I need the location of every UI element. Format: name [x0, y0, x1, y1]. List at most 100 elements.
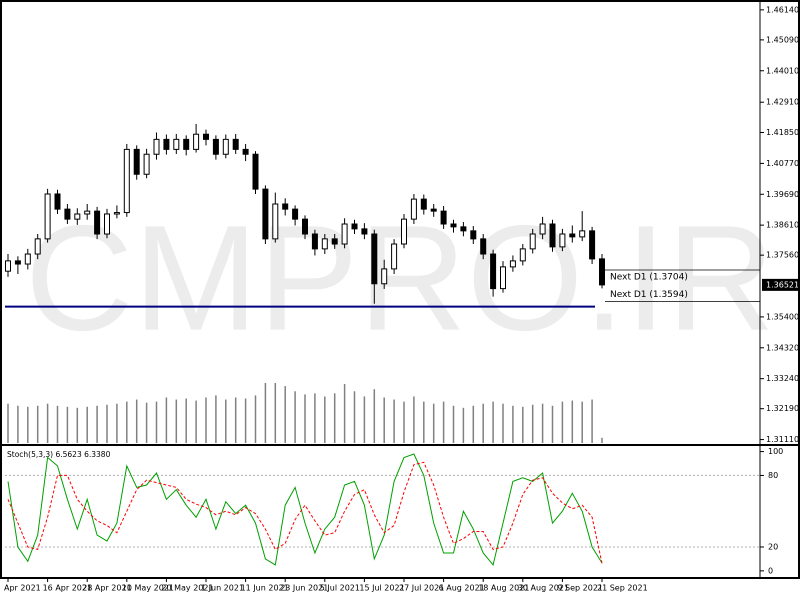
x-tick-label: 20 May 2021: [161, 584, 213, 593]
volume-bar: [561, 401, 564, 443]
y-tick-label: 0: [768, 566, 773, 575]
x-tick-label: 27 Jul 2021: [399, 584, 444, 593]
candle-body: [549, 223, 556, 248]
candle-body: [44, 193, 51, 240]
volume-bar: [314, 393, 316, 443]
candle-body: [589, 230, 596, 260]
volume-bar: [135, 399, 138, 443]
candle-body: [490, 253, 497, 290]
candle-body: [539, 223, 546, 235]
volume-bar: [86, 406, 88, 443]
volume-bar: [442, 401, 445, 443]
volume-bar: [17, 405, 19, 443]
y-tick-label: 20: [768, 542, 778, 551]
candle-body: [361, 228, 368, 235]
y-tick-label: 1.37560: [766, 251, 799, 260]
candle-body: [371, 233, 378, 285]
candle-body: [113, 212, 120, 215]
x-tick-label: 1 Jun 2021: [201, 584, 244, 593]
candle-body: [331, 238, 338, 245]
volume-bar: [413, 396, 415, 443]
candle-body: [64, 208, 71, 220]
candle-body: [519, 248, 526, 262]
volume-bar: [264, 383, 267, 443]
volume-bar: [234, 397, 237, 443]
x-tick-label: 15 Jul 2021: [359, 584, 404, 593]
volume-bar: [66, 406, 69, 443]
volume-bar: [462, 407, 465, 443]
y-tick-label: 1.46140: [766, 5, 799, 14]
candle-body: [559, 233, 566, 248]
y-tick-label: 1.35400: [766, 312, 799, 321]
y-tick-label: 1.39690: [766, 190, 799, 199]
volume-bar: [185, 398, 187, 443]
candle-body: [153, 138, 160, 155]
volume-bar: [541, 403, 544, 443]
volume-bar: [205, 397, 207, 443]
x-tick-label: 5 Jul 2021: [320, 584, 360, 593]
volume-bar: [423, 401, 425, 443]
candle-body: [54, 193, 61, 210]
candle-body: [143, 153, 150, 175]
candle-body: [351, 223, 358, 230]
candle-body: [460, 226, 467, 232]
volume-bar: [432, 403, 435, 443]
x-tick-label: 28 Apr 2021: [82, 584, 131, 593]
candle-body: [272, 203, 279, 240]
volume-bar: [551, 405, 554, 443]
volume-bar: [145, 402, 148, 443]
volume-bar: [175, 399, 178, 443]
volume-bar: [284, 386, 286, 443]
volume-bar: [353, 391, 356, 443]
volume-bar: [403, 401, 405, 443]
y-tick-label: 1.42910: [766, 98, 799, 107]
candle-body: [183, 138, 190, 150]
volume-bar: [254, 395, 257, 443]
candle-body: [34, 238, 41, 255]
candle-body: [252, 153, 259, 190]
x-tick-label: 21 Sep 2021: [597, 584, 648, 593]
y-tick-label: 1.38610: [766, 221, 799, 230]
x-tick-label: 6 Aug 2021: [439, 584, 485, 593]
volume-bar: [373, 389, 376, 443]
volume-bar: [274, 383, 277, 443]
x-tick-label: 9 Sep 2021: [557, 584, 603, 593]
volume-bar: [46, 403, 49, 443]
candle-body: [24, 253, 31, 265]
volume-bar: [452, 405, 455, 443]
candle-body: [440, 210, 447, 225]
candle-body: [193, 133, 200, 150]
volume-bar: [27, 406, 29, 443]
candle-body: [104, 213, 110, 235]
volume-bar: [383, 397, 385, 443]
watermark: CMPRO.IR: [25, 194, 775, 362]
candle-body: [529, 233, 536, 250]
volume-bar: [294, 391, 296, 443]
candle-body: [391, 243, 398, 270]
frame: [0, 0, 800, 579]
volume-bar: [472, 405, 475, 443]
candle-body: [5, 260, 11, 272]
candle-body: [262, 188, 269, 240]
candle-body: [222, 138, 229, 155]
volume-bar: [502, 403, 504, 443]
volume-bar: [96, 405, 98, 443]
volume-bar: [195, 400, 197, 443]
volume-bar: [244, 398, 247, 443]
candle-body: [212, 138, 219, 155]
y-tick-label: 1.44010: [766, 66, 799, 75]
y-tick-label: 1.34320: [766, 343, 799, 352]
indicator-label: Stoch(5,3,3) 6.5623 6.3380: [7, 450, 111, 459]
volume-bar: [155, 401, 158, 443]
volume-bar: [512, 405, 514, 443]
candle-body: [94, 210, 101, 235]
price-marker-label: 1.36521: [766, 280, 799, 289]
candle-body: [123, 148, 130, 214]
y-tick-label: 80: [768, 471, 778, 480]
y-tick-label: 1.41850: [766, 128, 799, 137]
level-label: Next D1 (1.3704): [610, 273, 688, 283]
volume-bar: [343, 384, 346, 443]
volume-bar: [7, 403, 9, 443]
